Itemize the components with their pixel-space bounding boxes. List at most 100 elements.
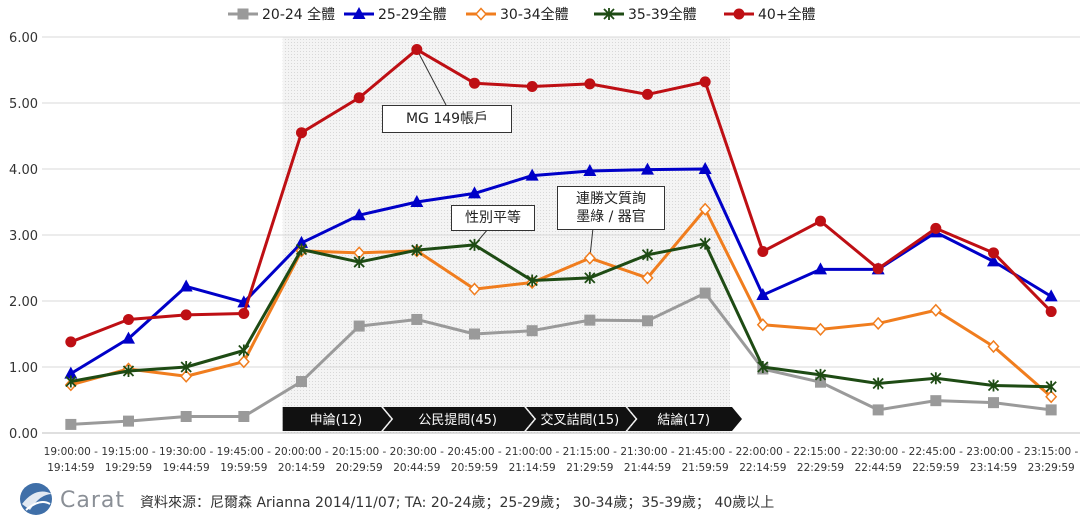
data-point (584, 271, 596, 284)
series (65, 237, 1057, 393)
data-point (526, 81, 538, 92)
annotation-callout: 性別平等 (451, 205, 535, 231)
data-point (584, 314, 596, 326)
data-point (583, 251, 596, 265)
footer: Carat 資料來源：尼爾森 Arianna 2014/11/07; TA: 2… (0, 478, 1084, 521)
data-point (353, 256, 365, 269)
data-point (642, 315, 653, 327)
data-point (1045, 404, 1057, 416)
data-point (988, 397, 999, 409)
data-point (410, 195, 424, 207)
x-tick-label: 19:30:00 -19:44:59 (159, 446, 213, 474)
data-point (814, 262, 827, 275)
data-point (180, 361, 192, 373)
data-point (699, 287, 711, 299)
data-point (65, 375, 77, 388)
data-point (238, 344, 250, 357)
data-point (1045, 380, 1057, 393)
legend-item: 25-29全體 (344, 4, 447, 24)
x-tick-label: 21:45:00 -21:59:59 (678, 446, 732, 474)
data-point (469, 328, 480, 340)
x-tick-label: 21:30:00 -21:44:59 (620, 446, 674, 474)
data-point (411, 244, 423, 257)
x-tick-label: 23:15:00 -23:29:59 (1024, 446, 1078, 474)
data-point (353, 320, 365, 332)
data-point (123, 415, 134, 427)
data-point (525, 168, 539, 181)
data-point (814, 368, 827, 381)
x-tick-label: 21:00:00 -21:14:59 (505, 446, 559, 474)
x-tick-label: 23:00:00 -23:14:59 (966, 446, 1020, 474)
y-tick-label: 0.00 (9, 427, 38, 442)
legend-swatch-icon (344, 7, 374, 19)
legend-label: 35-39全體 (628, 7, 697, 23)
legend-swatch-icon (724, 8, 754, 20)
data-point (353, 92, 365, 104)
data-point (352, 7, 366, 19)
series-line (70, 48, 1053, 344)
data-point (872, 377, 884, 390)
x-tick-label: 19:15:00 -19:29:59 (101, 446, 155, 474)
x-tick-label: 20:45:00 -20:59:59 (447, 446, 501, 474)
data-point (872, 404, 884, 416)
data-point (641, 162, 654, 175)
data-point (238, 411, 250, 422)
data-point (930, 395, 942, 407)
y-tick-label: 1.00 (9, 361, 38, 376)
series-line (70, 242, 1052, 389)
data-point (237, 8, 249, 20)
data-point (987, 379, 1000, 392)
x-tick-label: 22:45:00 -22:59:59 (909, 446, 963, 474)
data-point (237, 355, 250, 369)
legend-swatch-icon (228, 8, 258, 20)
legend-label: 30-34全體 (500, 7, 569, 23)
legend-label: 25-29全體 (378, 7, 447, 23)
data-point (295, 235, 308, 248)
x-tick-label: 22:00:00 -22:14:59 (736, 446, 790, 474)
annotation-leader-line (416, 49, 447, 106)
data-point (699, 202, 712, 216)
data-point (872, 316, 885, 331)
data-point (757, 361, 769, 373)
data-point (469, 77, 480, 89)
x-tick-label: 19:00:00 -19:14:59 (44, 446, 98, 474)
data-point (1045, 306, 1057, 318)
y-tick-label: 3.00 (9, 229, 38, 244)
data-point (929, 303, 942, 317)
logo-text: Carat (60, 488, 125, 513)
data-point (930, 222, 942, 234)
legend-swatch-icon (594, 8, 624, 20)
data-point (411, 313, 423, 325)
data-point (815, 376, 826, 388)
x-tick-label: 20:00:00 -20:14:59 (274, 446, 328, 474)
segment-arrow (627, 407, 742, 431)
segment-label: 申論(12) (310, 412, 363, 428)
source-note: 資料來源：尼爾森 Arianna 2014/11/07; TA: 20-24歲；… (140, 495, 775, 511)
data-point (699, 76, 711, 88)
data-point (64, 366, 78, 379)
data-point (1044, 289, 1058, 302)
x-tick-label: 19:45:00 -19:59:59 (217, 446, 271, 474)
data-point (641, 248, 654, 261)
x-tick-label: 22:30:00 -22:44:59 (851, 446, 905, 474)
series (65, 287, 1057, 430)
data-point (757, 246, 769, 257)
data-point (296, 127, 307, 139)
legend-item: 35-39全體 (594, 4, 697, 24)
data-point (814, 322, 827, 336)
series-line (70, 291, 1052, 426)
segment-arrow (526, 407, 636, 431)
x-tick-label: 20:30:00 -20:44:59 (390, 446, 444, 474)
legend-label: 40+全體 (758, 7, 816, 23)
y-tick-label: 6.00 (9, 31, 38, 46)
legend-item: 20-24 全體 (228, 4, 335, 24)
data-point (468, 282, 481, 296)
annotation-callout: 連勝文質詢 墨綠 / 器官 (557, 186, 665, 230)
data-point (352, 208, 366, 221)
data-point (474, 7, 488, 21)
segment-arrow (383, 407, 535, 431)
data-point (584, 78, 596, 90)
data-point (1045, 390, 1058, 404)
legend-swatch-icon (466, 7, 496, 21)
data-point (123, 313, 134, 325)
